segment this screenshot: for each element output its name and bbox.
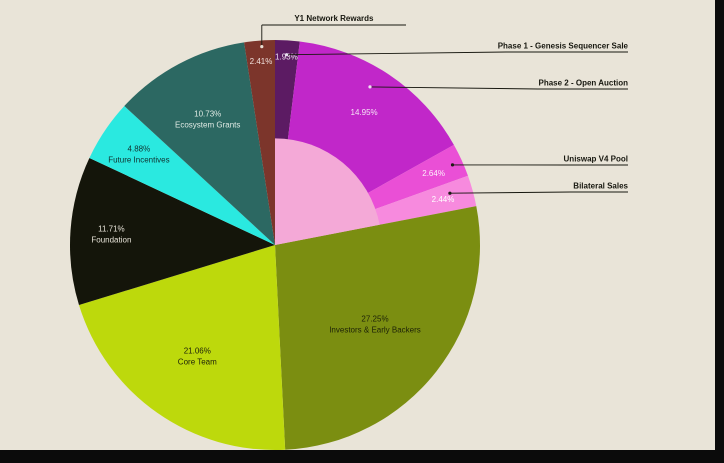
screen-edge-right [715, 0, 724, 463]
pie-slice-future-incentives[interactable] [89, 105, 276, 246]
pie-slice-investors-early-backers[interactable] [275, 206, 480, 450]
callout-line-phase-1-genesis-sequencer-sale [286, 51, 507, 56]
callout-dot-bilateral-sales [448, 191, 452, 195]
callout-label-y1-network-rewards: Y1 Network Rewards [294, 14, 374, 23]
slice-inside-label-investors-early-backers: 27.25% Investors & Early Backers [329, 314, 421, 334]
callout-label-phase-2-open-auction: Phase 2 - Open Auction [539, 79, 629, 88]
slice-inside-label-y1-network-rewards: 2.41% [250, 57, 273, 66]
callout-label-phase-1-genesis-sequencer-sale: Phase 1 - Genesis Sequencer Sale [498, 42, 629, 51]
slice-inside-label-future-incentives: 4.88% Future Incentives [108, 145, 169, 165]
callout-dot-phase-2-open-auction [368, 85, 372, 89]
slice-inside-label-bilateral-sales: 2.44% [432, 195, 455, 204]
callout-label-uniswap-v4-pool: Uniswap V4 Pool [564, 155, 628, 164]
slice-inside-label-phase-2-open-auction: 14.95% [351, 108, 378, 117]
callout-dot-phase-1-genesis-sequencer-sale [285, 53, 289, 57]
callout-dot-y1-network-rewards [260, 45, 264, 49]
callout-dot-uniswap-v4-pool [450, 163, 455, 167]
pie-slice-core-team[interactable] [78, 245, 286, 451]
slice-inside-label-ecosystem-grants: 10.73% Ecosystem Grants [175, 109, 240, 129]
slice-inside-label-core-team: 21.06% Core Team [178, 347, 217, 367]
callout-line-bilateral-sales [449, 191, 572, 194]
slice-inside-label-foundation: 11.71% Foundation [91, 224, 131, 244]
pie-slice-foundation[interactable] [70, 157, 275, 306]
slice-inside-label-uniswap-v4-pool: 2.64% [422, 169, 445, 178]
pie-slice-y1-network-rewards[interactable] [244, 40, 275, 245]
screen-edge-bottom [0, 450, 724, 463]
inner-sale-group-highlight [275, 138, 380, 245]
slice-inside-label-phase-1-genesis-sequencer-sale: 1.93% [275, 53, 298, 62]
callout-line-phase-2-open-auction [369, 86, 539, 90]
pie-slice-ecosystem-grants[interactable] [124, 42, 275, 245]
callout-label-bilateral-sales: Bilateral Sales [573, 182, 628, 191]
